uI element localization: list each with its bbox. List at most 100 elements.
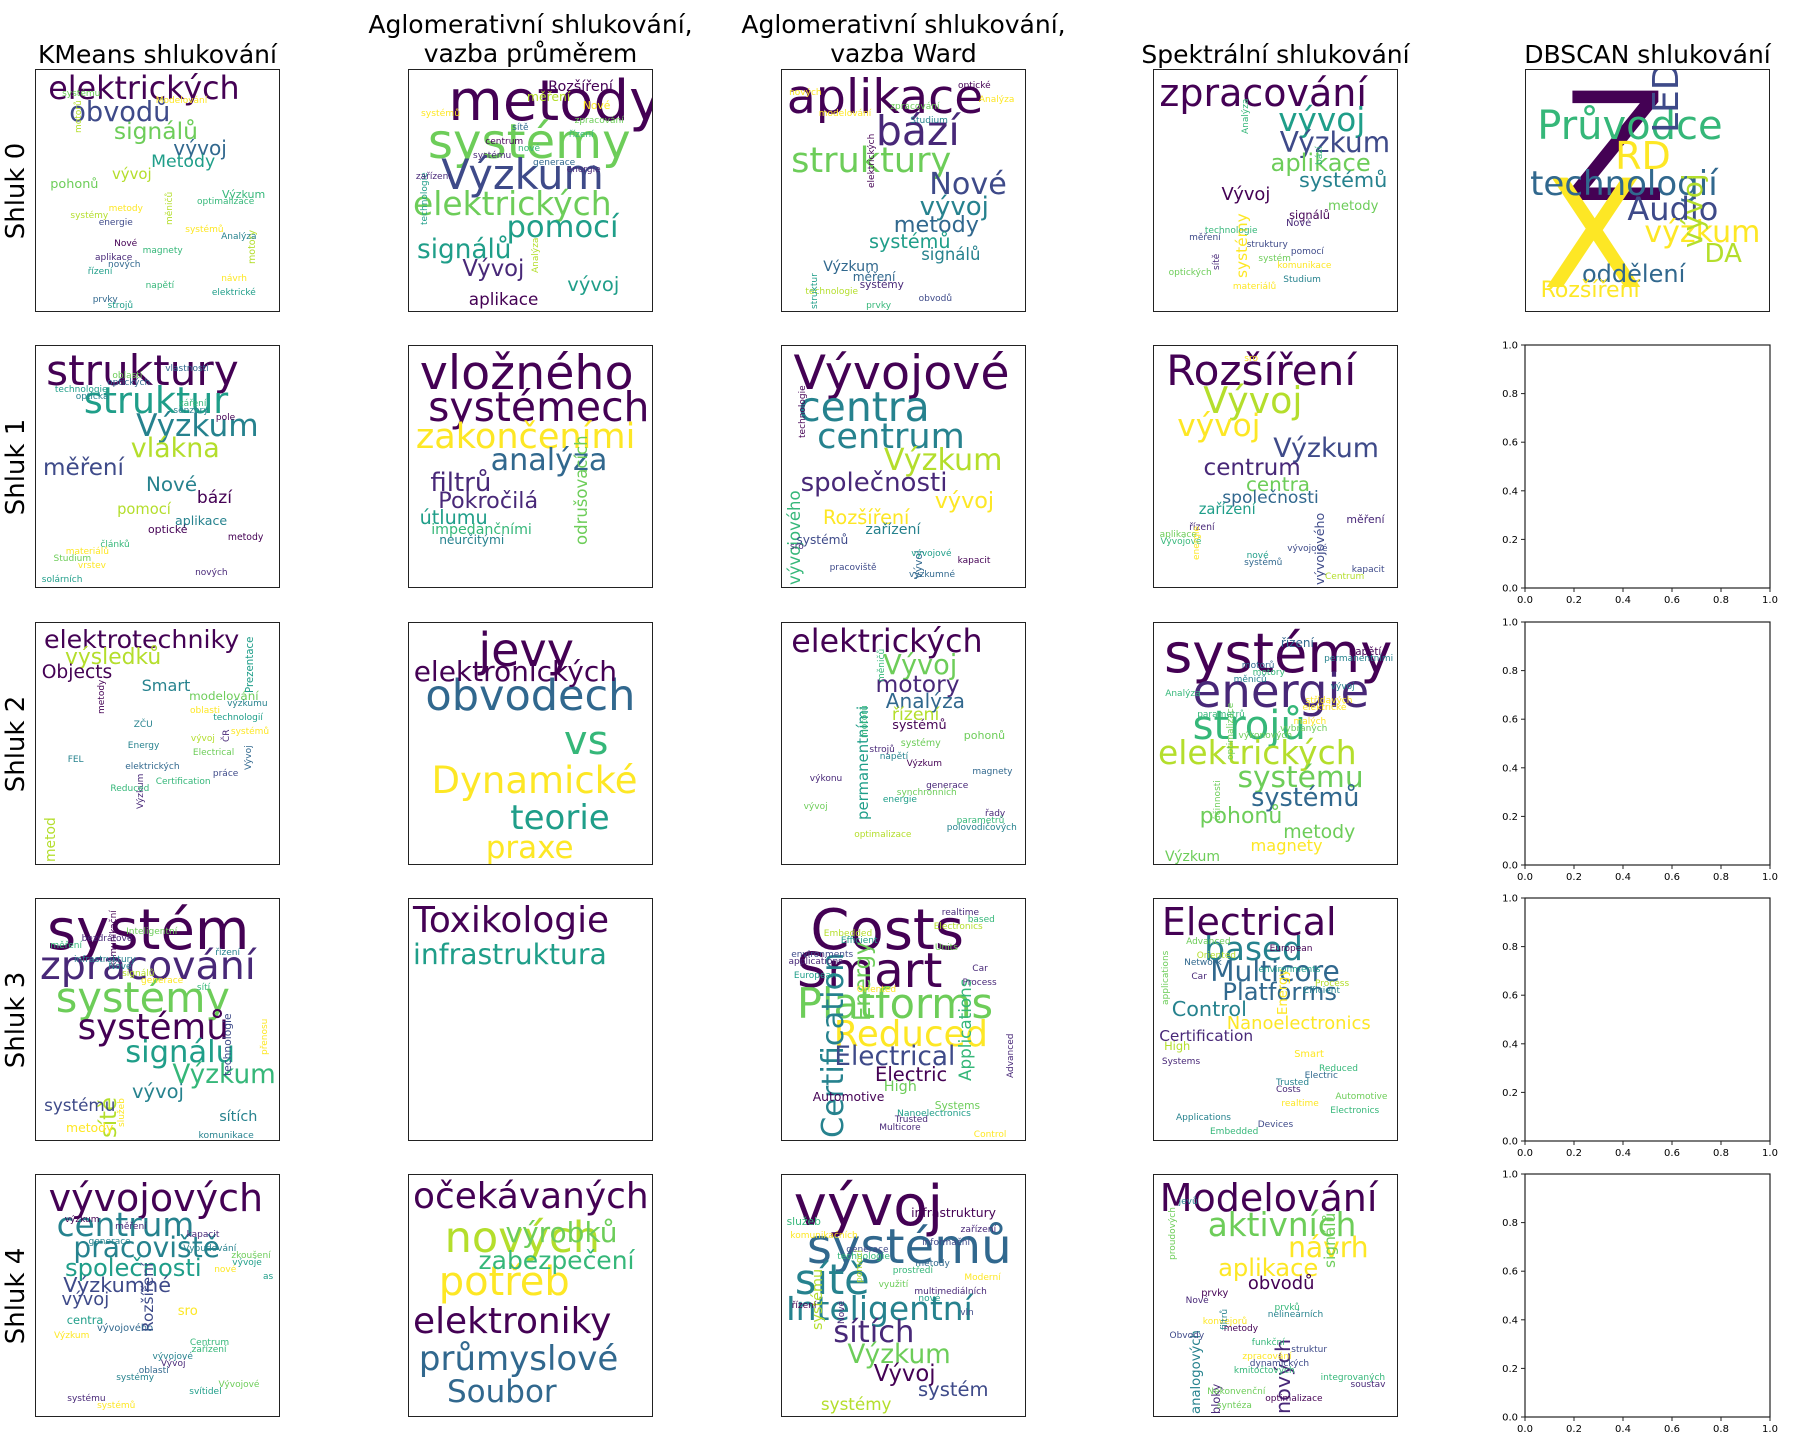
cloud-word: Certification [155, 776, 211, 787]
cloud-word: syntéza [1216, 1400, 1252, 1411]
cloud-word: komunikačních [790, 1231, 858, 1242]
cloud-word: motorů [860, 705, 871, 739]
word-cloud-panel: systém zpracování systémy systémů signálu Výz… [35, 898, 280, 1141]
cloud-word: měření [43, 454, 124, 481]
cloud-word: nových [195, 567, 228, 578]
cloud-word: Rozšíření [1166, 346, 1357, 395]
cloud-word: Analýza [1165, 688, 1201, 699]
word-cloud-panel: vývoj systémů sítě Inteligentní sítích Výzkum… [781, 1174, 1026, 1417]
cloud-word: systémů [869, 229, 951, 253]
axes-frame [1524, 621, 1771, 866]
cloud-word: bezdrátové [81, 933, 133, 944]
x-tick-label: 0.6 [1664, 872, 1680, 883]
cloud-word: výzkum [64, 1215, 100, 1226]
cloud-word: generace [926, 780, 969, 791]
cloud-word: proudových [1168, 1207, 1179, 1261]
cloud-word: vývojové [152, 1351, 193, 1362]
cloud-word: Car [972, 964, 988, 974]
cloud-word: systémů [185, 224, 224, 235]
cloud-word: článků [100, 539, 130, 550]
cloud-word: svítidel [189, 1387, 222, 1397]
column-title: KMeans shlukování [38, 40, 277, 69]
cloud-word: sro [177, 1304, 198, 1320]
cloud-word: Výzkum [54, 1330, 90, 1341]
x-tick-label: 0.8 [1713, 1424, 1729, 1435]
cloud-word: služeb [786, 1214, 821, 1228]
y-tick-label: 0.4 [1502, 1039, 1518, 1050]
cloud-word: Pokročilá [438, 488, 539, 515]
cloud-word: Nové [582, 99, 611, 113]
cloud-word: vývoj [1330, 681, 1355, 692]
cloud-word: infrastruktury [74, 954, 136, 965]
cloud-word: vývoj [803, 801, 828, 812]
cloud-word: systému [67, 1394, 106, 1405]
cloud-word: metody [1283, 821, 1356, 843]
x-tick-label: 0.0 [1517, 1148, 1533, 1159]
cloud-word: systémů [796, 532, 849, 547]
cloud-word: služeb [117, 1098, 128, 1128]
cloud-word: Vývojové [1160, 536, 1202, 547]
cloud-word: informační [922, 1238, 970, 1249]
cloud-word: vrstev [77, 560, 106, 571]
cloud-word: applications [1161, 950, 1171, 1005]
word-cloud-panel: Toxikologie infrastruktura [408, 898, 653, 1141]
x-tick-label: 0.2 [1566, 872, 1582, 883]
cloud-word: Platforms [797, 980, 994, 1029]
cloud-word: centrum [817, 415, 965, 457]
cloud-word: vývoj [112, 165, 152, 184]
cloud-word: systémů [1299, 167, 1388, 192]
y-tick-label: 0.8 [1502, 666, 1518, 677]
cloud-word: Advanced [1186, 936, 1231, 947]
cloud-word: obvodů [918, 294, 953, 305]
cloud-word: systémy [900, 738, 941, 749]
cloud-word: Objects [41, 661, 113, 683]
cloud-word: vývoj [1278, 100, 1366, 139]
cloud-word: Process [962, 978, 997, 989]
cloud-word: měření [852, 269, 896, 284]
cloud-word: práce [212, 769, 239, 780]
empty-axes: 0.0 0.0 0.2 0.2 0.4 0.4 0.6 0.6 0.8 0.8 1.0 1.0 [1485, 888, 1800, 1171]
cloud-word: výzkumu [227, 699, 268, 710]
cloud-word: střídavých [1305, 695, 1353, 706]
x-tick-label: 0.4 [1615, 872, 1631, 883]
cloud-word: využití [878, 1280, 909, 1291]
cloud-word: Nové [146, 472, 198, 496]
cloud-word: Výzkum [136, 408, 259, 445]
cloud-word: kapacit [186, 1229, 220, 1240]
cloud-word: analogových [1188, 1330, 1204, 1414]
cloud-word: Nové [114, 238, 138, 249]
x-tick-label: 0.8 [1713, 595, 1729, 606]
cloud-word: vývojové [911, 549, 952, 560]
cloud-word: měření [1189, 232, 1221, 243]
cloud-word: návrh [1288, 1231, 1369, 1265]
cloud-word: prvky [92, 294, 118, 305]
cloud-word: společnosti [65, 1254, 202, 1283]
cloud-word: přenosu [260, 1018, 270, 1055]
cloud-word: Vývoj [1203, 378, 1303, 422]
cloud-word: signálů [1321, 1212, 1339, 1269]
cloud-word: zařízení [960, 1223, 997, 1235]
cloud-word: Costs [1276, 1084, 1301, 1095]
empty-axes-plot: 0.00.0 0.2 0.2 0.4 0.4 0.6 0.6 0.8 0.8 1.0 1.0 [1502, 618, 1778, 884]
cloud-word: magnety [142, 245, 183, 256]
cloud-word: energie [1192, 665, 1370, 720]
cloud-word: vln [960, 1308, 974, 1319]
cloud-word: Oriented [856, 985, 897, 996]
cloud-word: Výzkum [441, 151, 604, 200]
word-cloud-panel: Electrical based Multicore Platforms Control… [1153, 898, 1398, 1141]
cloud-word: výrobků [505, 1215, 618, 1249]
cloud-word: Studium [910, 116, 948, 127]
cloud-word: výzkum [1644, 215, 1761, 250]
cloud-word: Energy [127, 741, 160, 752]
cloud-word: měření [526, 89, 571, 105]
cloud-word: praxe [485, 830, 574, 865]
cloud-word: strojů [869, 745, 895, 756]
cloud-word: systémy [427, 113, 631, 170]
cloud-word: obvodech [425, 671, 636, 722]
row-label: Shluk 1 [1, 418, 31, 515]
cloud-word: Studium [1283, 275, 1321, 285]
cloud-word: Reduced [1319, 1063, 1359, 1074]
cloud-word: Analýza [885, 689, 965, 714]
cloud-word: technologií [213, 713, 263, 724]
cloud-word: Multicore [879, 1122, 921, 1133]
